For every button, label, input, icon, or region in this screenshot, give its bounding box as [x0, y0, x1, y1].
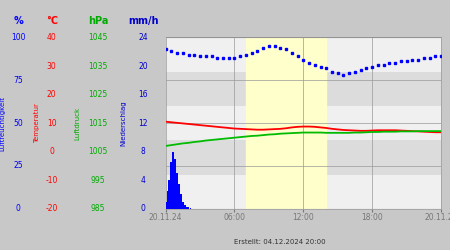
Text: 24: 24: [138, 33, 148, 42]
Bar: [189, 208, 191, 209]
Bar: [172, 152, 174, 209]
Text: 0: 0: [50, 147, 54, 156]
Text: 1035: 1035: [88, 62, 108, 70]
Text: Erstellt: 04.12.2024 20:00: Erstellt: 04.12.2024 20:00: [234, 239, 326, 245]
Bar: [166, 72, 441, 106]
Text: 50: 50: [13, 119, 23, 128]
Text: 1005: 1005: [88, 147, 108, 156]
Bar: [184, 205, 186, 209]
Text: °C: °C: [46, 16, 58, 26]
Text: 100: 100: [11, 33, 25, 42]
Text: Luftfeuchtigkeit: Luftfeuchtigkeit: [0, 96, 5, 150]
Bar: [168, 180, 170, 209]
Text: 0: 0: [141, 204, 145, 213]
Text: 12: 12: [138, 119, 148, 128]
Text: mm/h: mm/h: [128, 16, 158, 26]
Bar: [188, 207, 189, 209]
Bar: [166, 38, 441, 72]
Bar: [165, 202, 166, 209]
Text: %: %: [13, 16, 23, 26]
Text: 1025: 1025: [89, 90, 108, 99]
Bar: [166, 106, 441, 140]
Text: 16: 16: [138, 90, 148, 99]
Bar: [166, 174, 441, 209]
Text: 1045: 1045: [88, 33, 108, 42]
Text: 20: 20: [47, 90, 57, 99]
Bar: [166, 191, 168, 209]
Text: -20: -20: [45, 204, 58, 213]
Text: 25: 25: [13, 162, 23, 170]
Text: 75: 75: [13, 76, 23, 85]
Bar: [178, 184, 180, 209]
Text: 995: 995: [91, 176, 105, 185]
Text: 1015: 1015: [89, 119, 108, 128]
Text: Luftdruck: Luftdruck: [74, 106, 81, 140]
Text: Temperatur: Temperatur: [34, 103, 40, 143]
Bar: [246, 38, 326, 209]
Text: -10: -10: [45, 176, 58, 185]
Bar: [176, 173, 178, 209]
Text: Niederschlag: Niederschlag: [121, 100, 127, 146]
Bar: [166, 140, 441, 174]
Text: 40: 40: [47, 33, 57, 42]
Bar: [180, 194, 182, 209]
Text: hPa: hPa: [88, 16, 108, 26]
Text: 8: 8: [141, 147, 145, 156]
Text: 4: 4: [141, 176, 145, 185]
Text: 985: 985: [91, 204, 105, 213]
Text: 10: 10: [47, 119, 57, 128]
Bar: [174, 159, 176, 209]
Text: 30: 30: [47, 62, 57, 70]
Text: 20: 20: [138, 62, 148, 70]
Bar: [182, 202, 184, 209]
Bar: [186, 206, 188, 209]
Text: 0: 0: [16, 204, 20, 213]
Bar: [171, 162, 172, 209]
